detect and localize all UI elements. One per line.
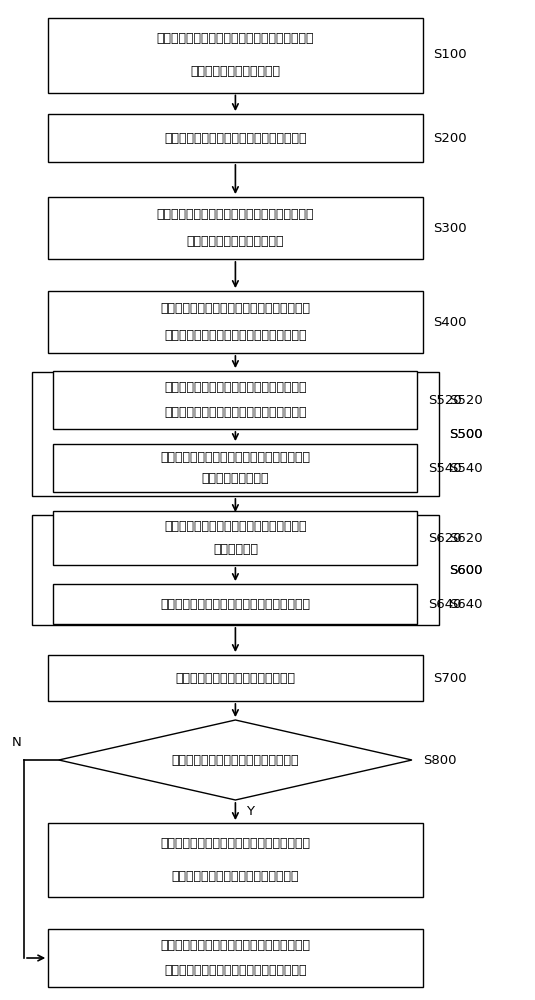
Text: 摸指示点在所述二值图像中产生的亮色区域: 摸指示点在所述二值图像中产生的亮色区域 <box>164 406 307 419</box>
Text: N: N <box>12 736 21 748</box>
Text: S600: S600 <box>449 564 483 576</box>
Text: 向值中的最大值为有效区域纵向位置选取值: 向值中的最大值为有效区域纵向位置选取值 <box>164 964 307 977</box>
Text: 拍摄用户未点击触摸显示屏幕时触摸显示屏幕的: 拍摄用户未点击触摸显示屏幕时触摸显示屏幕的 <box>157 32 314 45</box>
Text: 的图像，并作为对比图像储存: 的图像，并作为对比图像储存 <box>187 235 284 248</box>
Text: S200: S200 <box>433 131 467 144</box>
Bar <box>48 197 423 259</box>
Text: 拍摄用户点击所述击触摸指示点后触摸显示屏幕: 拍摄用户点击所述击触摸指示点后触摸显示屏幕 <box>157 208 314 221</box>
Text: 绘制触摸指示点，并在触摸显示屏幕上显示: 绘制触摸指示点，并在触摸显示屏幕上显示 <box>164 131 307 144</box>
Text: 将所述纵向置值两两做差，得出差值: 将所述纵向置值两两做差，得出差值 <box>175 672 295 684</box>
Text: S620: S620 <box>449 532 483 544</box>
Text: 将所述背景图像与所述对比图像做差，并对做: 将所述背景图像与所述对比图像做差，并对做 <box>160 302 310 315</box>
Bar <box>54 371 417 429</box>
Text: S800: S800 <box>423 754 456 766</box>
Bar <box>48 291 423 353</box>
Text: 图像，并作为背景图像储存: 图像，并作为背景图像储存 <box>190 65 280 78</box>
Bar <box>48 17 423 93</box>
Bar <box>54 444 417 492</box>
Bar <box>54 511 417 565</box>
Polygon shape <box>59 720 412 800</box>
Text: S640: S640 <box>449 597 483 610</box>
Text: S500: S500 <box>449 428 483 440</box>
Bar <box>32 372 439 496</box>
Text: Y: Y <box>246 805 254 818</box>
Text: S540: S540 <box>428 462 462 475</box>
Bar <box>48 655 423 701</box>
Text: S620: S620 <box>428 532 462 544</box>
Text: S640: S640 <box>428 597 462 610</box>
Text: S100: S100 <box>433 48 467 62</box>
Bar <box>54 584 417 624</box>
Text: 差后的结果图像进行二值化，得出二值图像: 差后的结果图像进行二值化，得出二值图像 <box>164 329 307 342</box>
Text: 认定摄像头的偏差过大，触摸校正软件无法自: 认定摄像头的偏差过大，触摸校正软件无法自 <box>160 837 310 850</box>
Bar <box>32 515 439 625</box>
Text: 遍历所述二值图像，寻找因用户点击所述触: 遍历所述二值图像，寻找因用户点击所述触 <box>164 381 307 394</box>
Text: 认定所述触摸校正软件可以实现自动校正，纵: 认定所述触摸校正软件可以实现自动校正，纵 <box>160 939 310 952</box>
Text: S600: S600 <box>449 564 483 576</box>
Text: 持续跟踪所述光斑，记录所述光斑形成的对: 持续跟踪所述光斑，记录所述光斑形成的对 <box>164 520 307 533</box>
Bar <box>48 114 423 162</box>
Text: S540: S540 <box>449 462 483 475</box>
Bar <box>48 929 423 987</box>
Text: S500: S500 <box>449 428 483 440</box>
Text: 值图像中产生的光斑: 值图像中产生的光斑 <box>202 472 269 485</box>
Bar <box>48 823 423 897</box>
Text: S520: S520 <box>428 393 462 406</box>
Text: 寻找光斑图像中称点的纵向位置，得出纵向值: 寻找光斑图像中称点的纵向位置，得出纵向值 <box>160 597 310 610</box>
Text: 动调整，需要手动调整摄像头硬件位置: 动调整，需要手动调整摄像头硬件位置 <box>172 870 299 883</box>
Text: S700: S700 <box>433 672 467 684</box>
Text: 所有差值中是否有大于阈值的差值存在: 所有差值中是否有大于阈值的差值存在 <box>172 754 299 766</box>
Text: S400: S400 <box>433 316 467 328</box>
Text: S300: S300 <box>433 222 467 234</box>
Text: 称的光斑图像: 称的光斑图像 <box>213 543 258 556</box>
Text: 判断所述亮色区域是否为触摸指示点在所述二: 判断所述亮色区域是否为触摸指示点在所述二 <box>160 451 310 464</box>
Text: S520: S520 <box>449 393 483 406</box>
